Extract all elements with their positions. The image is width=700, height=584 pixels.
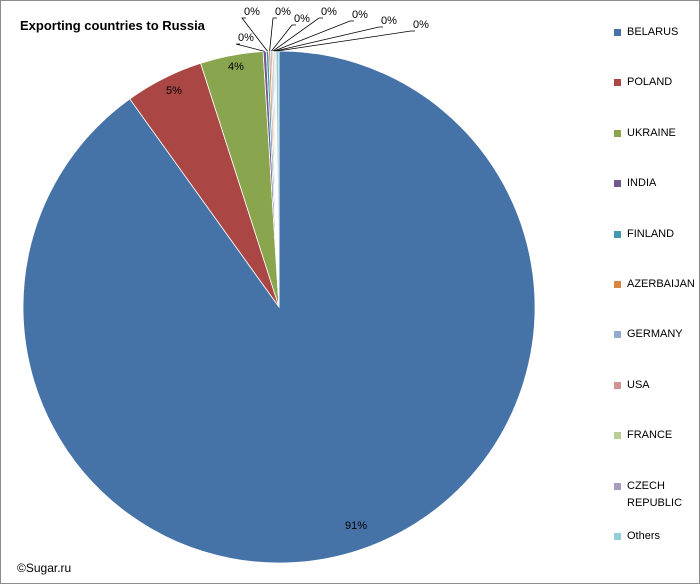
legend-item-others: Others — [614, 528, 693, 545]
legend-item-india: INDIA — [614, 175, 693, 192]
legend-swatch — [614, 230, 621, 238]
legend-label: GERMANY — [627, 328, 683, 341]
data-label-poland: 5% — [166, 85, 182, 97]
data-label-finland: 0% — [244, 6, 260, 18]
legend-label: FINLAND — [627, 227, 675, 240]
data-label-others: 0% — [413, 19, 429, 31]
legend-swatch — [614, 79, 621, 87]
legend-item-ukraine: UKRAINE — [614, 125, 693, 142]
data-label-czech-republic: 0% — [381, 15, 397, 27]
legend-item-usa: USA — [614, 377, 693, 394]
leader-line-others — [277, 30, 415, 52]
legend-label: AZERBAIJAN — [627, 278, 695, 290]
legend-label: BELARUS — [627, 26, 679, 38]
legend-swatch — [614, 482, 621, 490]
data-label-india: 0% — [238, 32, 254, 44]
leader-line-france — [274, 20, 354, 52]
legend-swatch — [614, 281, 621, 288]
legend-swatch — [614, 331, 621, 339]
leader-line-azerbaijan — [269, 17, 277, 52]
chart-legend: BELARUS POLAND UKRAINE INDIA FINLAND AZERBAIJ… — [614, 24, 698, 559]
leader-line-usa — [272, 17, 323, 52]
legend-swatch — [614, 432, 621, 440]
data-label-france: 0% — [352, 9, 368, 21]
leader-line-finland — [241, 17, 268, 52]
data-label-ukraine: 4% — [228, 61, 244, 73]
legend-item-germany: GERMANY — [614, 326, 693, 343]
leader-line-germany — [271, 24, 296, 52]
leader-line-czech-republic — [275, 26, 383, 52]
legend-item-belarus: BELARUS — [614, 24, 693, 41]
legend-swatch — [614, 533, 621, 540]
legend-item-poland: POLAND — [614, 74, 693, 91]
data-label-belarus: 91% — [345, 520, 367, 532]
credit-text: ©Sugar.ru — [17, 561, 72, 575]
leader-line-india — [235, 43, 265, 52]
legend-item-finland: FINLAND — [614, 226, 693, 243]
legend-label: CZECH REPUBLIC — [627, 479, 683, 509]
legend-item-azerbaijan: AZERBAIJAN — [614, 276, 695, 293]
legend-label: UKRAINE — [627, 126, 676, 139]
data-label-usa: 0% — [321, 6, 337, 18]
data-label-azerbaijan: 0% — [275, 6, 291, 18]
legend-label: POLAND — [627, 76, 673, 89]
legend-item-czech-republic: CZECH REPUBLIC — [614, 478, 693, 512]
data-label-germany: 0% — [294, 13, 310, 25]
legend-swatch — [614, 129, 621, 137]
legend-swatch — [614, 381, 621, 389]
legend-label: USA — [627, 378, 650, 391]
legend-swatch — [614, 29, 621, 36]
legend-swatch — [614, 180, 621, 188]
legend-label: FRANCE — [627, 429, 673, 442]
chart-title: Exporting countries to Russia — [20, 18, 205, 33]
legend-label: Others — [627, 530, 661, 542]
legend-item-france: FRANCE — [614, 427, 693, 444]
legend-label: INDIA — [627, 177, 657, 190]
